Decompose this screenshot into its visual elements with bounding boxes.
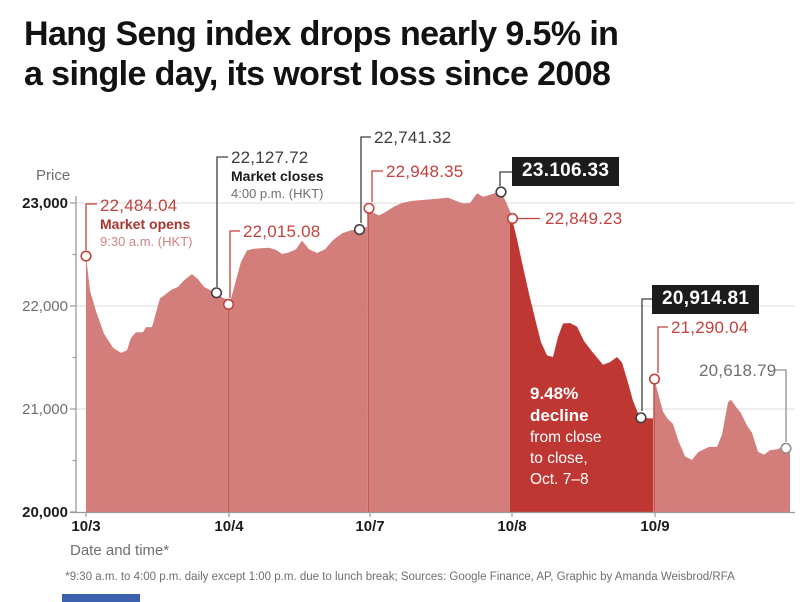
chart-axis-layer (70, 196, 795, 517)
data-point-marker (635, 412, 647, 424)
data-point-markers (80, 186, 792, 454)
decline-line-3: Oct. 7–8 (530, 471, 589, 489)
leader-oct9-open (657, 326, 668, 373)
page-title: Hang Seng index drops nearly 9.5% in a s… (24, 14, 776, 94)
y-axis-title: Price (36, 167, 71, 184)
decline-callout: 9.48% decline from close to close, Oct. … (530, 383, 602, 490)
source-footnote: *9:30 a.m. to 4:00 p.m. daily except 1:0… (65, 571, 735, 583)
axis-ticks (70, 202, 656, 517)
leader-oct9-last (774, 369, 787, 442)
rfa-logo-bar (62, 594, 140, 602)
leader-oct4-close (360, 136, 371, 223)
annotation-oct8-close-badge: 20,914.81 (652, 285, 760, 314)
market-open-value: 22,484.04 (100, 196, 178, 215)
data-point-marker (495, 186, 507, 198)
area-day-10-7 (368, 192, 510, 512)
y-tick-23000: 23,000 (22, 195, 68, 212)
decline-word: decline (530, 406, 589, 426)
x-tick-oct7: 10/7 (355, 518, 385, 535)
x-tick-oct4: 10/4 (214, 518, 244, 535)
annotation-oct9-open: 21,290.04 (671, 318, 749, 337)
data-point-marker (210, 287, 223, 299)
decline-line-2: to close, (530, 450, 588, 468)
annotation-oct7-close-badge: 23.106.33 (512, 157, 620, 186)
data-point-marker (80, 250, 92, 262)
area-day-10-3 (86, 256, 227, 512)
annotation-oct7-open: 22,948.35 (386, 162, 464, 181)
annotation-market-close: 22,127.72 Market closes 4:00 p.m. (HKT) (231, 148, 324, 202)
area-day-10-4 (228, 226, 367, 512)
leader-market-open (85, 203, 97, 250)
title-line-1: Hang Seng index drops nearly 9.5% in (24, 15, 619, 53)
area-day-10-9 (654, 379, 790, 512)
annotation-market-open: 22,484.04 Market opens 9:30 a.m. (HKT) (100, 196, 192, 250)
market-close-time: 4:00 p.m. (HKT) (231, 185, 324, 201)
data-point-marker (648, 373, 661, 385)
y-tick-21000: 21,000 (22, 401, 68, 418)
annotation-oct8-open: 22,849.23 (545, 209, 623, 228)
data-point-marker (353, 224, 366, 236)
data-point-marker (506, 212, 519, 225)
area-day-10-8 (510, 211, 653, 512)
leader-oct7-close (499, 171, 512, 186)
x-tick-oct9: 10/9 (640, 518, 670, 535)
decline-line-1: from close (530, 429, 602, 447)
annotation-oct4-close: 22,741.32 (374, 128, 452, 147)
decline-percent: 9.48% (530, 384, 579, 403)
title-line-2: a single day, its worst loss since 2008 (24, 55, 611, 94)
chart-area-layer (76, 192, 795, 512)
x-tick-oct3: 10/3 (71, 518, 101, 535)
market-close-label: Market closes (231, 168, 324, 185)
market-open-time: 9:30 a.m. (HKT) (100, 233, 193, 249)
market-close-value: 22,127.72 (231, 148, 309, 167)
leader-oct7-open (371, 170, 383, 202)
x-axis-title: Date and time* (70, 542, 170, 559)
y-tick-22000: 22,000 (22, 298, 68, 315)
leader-oct8-close (641, 298, 652, 411)
annotation-leader-lines (85, 136, 787, 442)
leader-oct4-open (229, 230, 240, 298)
data-point-marker (780, 442, 792, 454)
market-open-label: Market opens (100, 216, 191, 233)
data-point-marker (222, 298, 235, 311)
annotation-oct4-open: 22,015.08 (243, 222, 321, 241)
y-tick-20000: 20,000 (22, 504, 68, 521)
annotation-oct9-last: 20,618.79 (699, 361, 777, 380)
data-point-marker (363, 202, 375, 214)
leader-market-close (216, 156, 228, 287)
x-tick-oct8: 10/8 (497, 518, 527, 535)
